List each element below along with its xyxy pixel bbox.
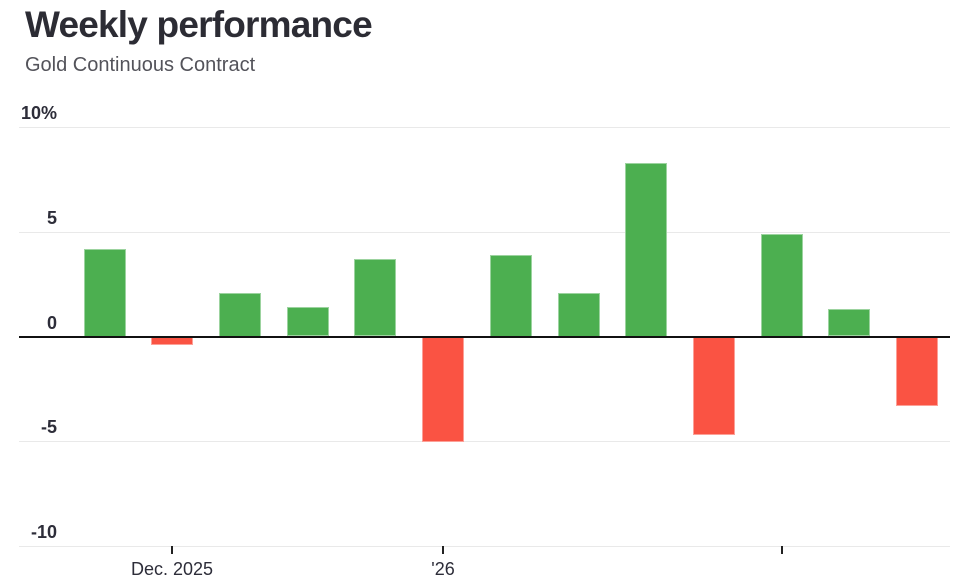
bar-week-3[interactable]: [219, 293, 261, 337]
page-title: Weekly performance: [25, 4, 373, 45]
bar-week-8[interactable]: [558, 293, 600, 337]
y-axis-label: 0: [46, 313, 57, 333]
bar-week-10[interactable]: [693, 337, 735, 435]
x-axis-tick: [781, 546, 783, 554]
x-axis-label: Dec. 2025: [130, 559, 214, 579]
bar-week-7[interactable]: [490, 255, 532, 337]
gridline: [19, 546, 950, 547]
bar-week-13[interactable]: [896, 337, 938, 406]
gridline: [19, 441, 950, 442]
bar-week-5[interactable]: [354, 259, 396, 336]
x-axis-label: '26: [431, 559, 455, 579]
bar-week-1[interactable]: [84, 249, 126, 337]
bar-week-6[interactable]: [422, 337, 464, 442]
bar-week-11[interactable]: [761, 234, 803, 337]
x-axis-tick: [171, 546, 173, 554]
y-axis-label: -10: [30, 522, 57, 542]
y-axis-label: -5: [40, 417, 57, 437]
bar-week-12[interactable]: [828, 309, 870, 336]
y-axis-label: 10%: [20, 103, 57, 123]
zero-axis-line: [19, 336, 950, 338]
x-axis-tick: [442, 546, 444, 554]
bar-week-2[interactable]: [151, 337, 193, 345]
gridline: [19, 127, 950, 128]
bar-week-9[interactable]: [625, 163, 667, 337]
gridline: [19, 232, 950, 233]
page-subtitle: Gold Continuous Contract: [25, 54, 256, 76]
bar-week-4[interactable]: [287, 307, 329, 336]
y-axis-label: 5: [46, 208, 57, 228]
